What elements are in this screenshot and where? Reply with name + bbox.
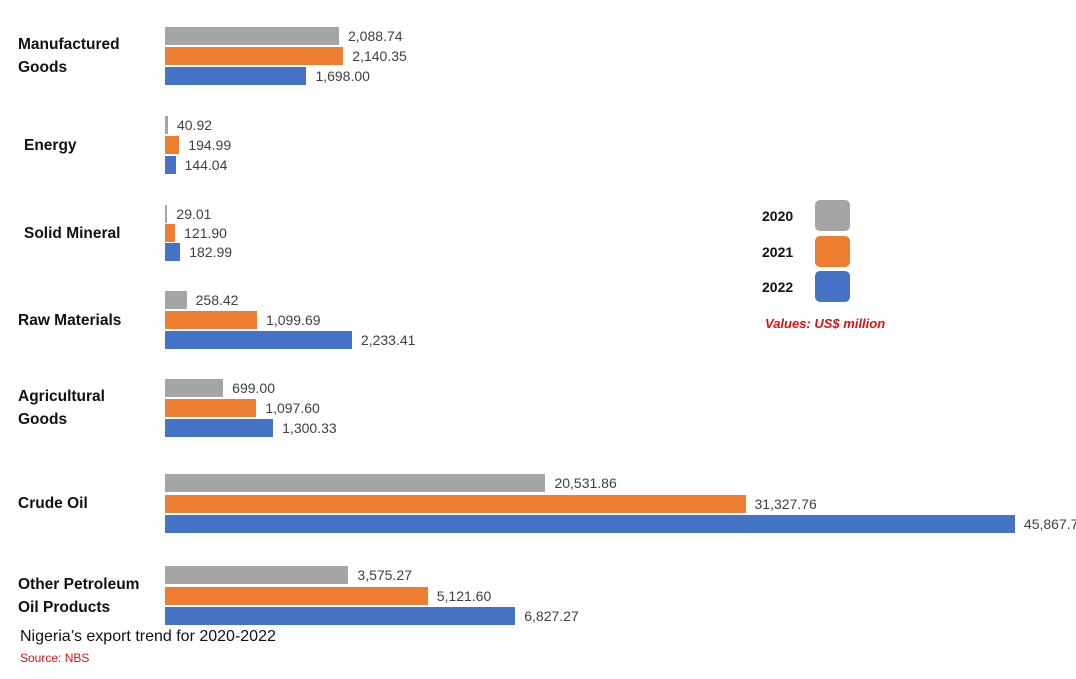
category-label-line: Manufactured (18, 36, 120, 53)
category-label-line: Crude Oil (18, 495, 88, 512)
bar-2022 (165, 607, 516, 625)
category-label: Manufactured Goods (18, 33, 120, 79)
bar-2022 (165, 419, 274, 437)
legend-label: 2022 (762, 279, 794, 295)
legend-label: 2021 (762, 244, 794, 260)
data-label: 1,698.00 (315, 68, 370, 84)
bar-2020 (165, 474, 546, 492)
category-label: Raw Materials (18, 309, 121, 332)
data-label: 29.01 (176, 206, 212, 222)
bar-2021 (165, 586, 428, 605)
data-label: 144.04 (184, 157, 228, 173)
bar-2020 (165, 291, 187, 309)
data-label: 1,097.60 (265, 400, 320, 416)
data-label: 699.00 (232, 380, 275, 396)
bar-2020 (165, 205, 168, 223)
bar-2021 (165, 494, 746, 513)
category-label-line: Goods (18, 59, 68, 76)
unit-note: Values: US$ million (765, 316, 886, 331)
bar-2022 (165, 67, 307, 85)
data-label: 1,300.33 (282, 420, 337, 436)
chart-caption: Nigeria’s export trend for 2020-2022 (20, 628, 276, 645)
data-label: 20,531.86 (554, 475, 617, 491)
data-label: 2,088.74 (347, 28, 403, 44)
data-label: 194.99 (188, 137, 232, 153)
legend-swatch (815, 200, 850, 231)
legend-swatch (815, 236, 850, 267)
bar-2021 (165, 311, 258, 329)
data-label: 3,575.27 (357, 567, 412, 583)
legend-swatch (815, 271, 850, 302)
bar-2020 (165, 379, 224, 397)
category-label-line: Goods (18, 411, 68, 428)
data-label: 2,233.41 (360, 332, 416, 348)
data-label: 45,867.78 (1023, 516, 1076, 532)
bar-2021 (165, 47, 344, 65)
category-label-line: Solid Mineral (24, 224, 121, 242)
data-label: 2,140.35 (352, 48, 407, 64)
bar-2020 (165, 27, 339, 45)
bar-2022 (165, 331, 352, 349)
legend-label: 2020 (762, 208, 794, 224)
category-label: Energy (24, 134, 77, 157)
data-label: 121.90 (184, 225, 227, 241)
category-label: Other Petroleum Oil Products (18, 573, 139, 619)
data-label: 182.99 (189, 244, 233, 260)
category-label: Agricultural Goods (18, 385, 105, 431)
category-label-line: Other Petroleum (18, 575, 140, 593)
bar-2021 (165, 224, 176, 242)
data-label: 1,099.69 (266, 312, 321, 328)
data-label: 6,827.27 (524, 608, 579, 624)
bar-2021 (165, 399, 257, 417)
bar-2020 (165, 116, 168, 134)
data-label: 5,121.60 (436, 587, 492, 604)
bar-2020 (165, 566, 349, 584)
category-label-line: Agricultural (18, 388, 105, 405)
source-note: Source: NBS (20, 651, 90, 665)
bar-2022 (165, 156, 176, 174)
category-label-line: Raw Materials (18, 311, 122, 329)
category-label-line: Oil Products (18, 598, 111, 616)
bar-2021 (165, 136, 180, 154)
data-label: 31,327.76 (754, 495, 817, 512)
data-label: 40.92 (176, 117, 213, 133)
category-label: Crude Oil (18, 492, 88, 515)
bar-2022 (165, 243, 181, 261)
bar-2022 (165, 515, 1015, 533)
data-label: 258.42 (195, 292, 239, 308)
category-label: Solid Mineral (24, 222, 120, 245)
category-label-line: Energy (24, 136, 77, 154)
